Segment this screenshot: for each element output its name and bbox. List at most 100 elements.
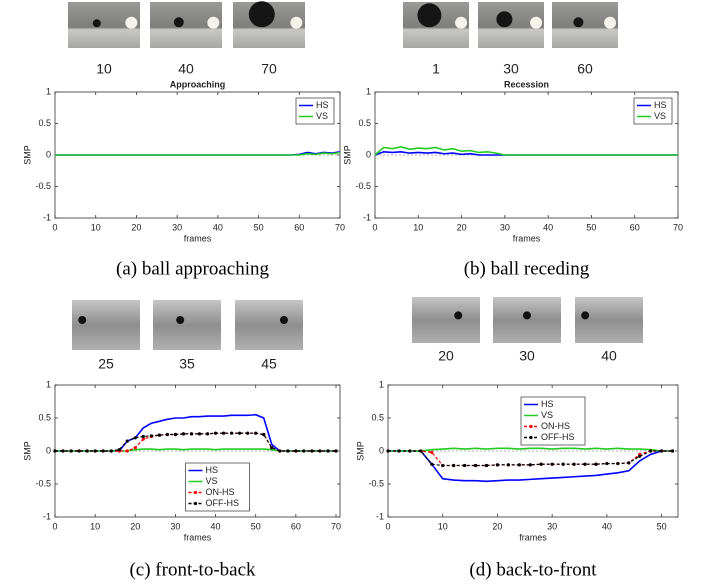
x-tick-label: 50 [254,222,264,232]
y-tick-label: 0 [379,445,384,455]
thumbnail [575,297,643,343]
series-marker [205,432,210,436]
y-tick-label: 0.5 [38,118,51,128]
legend-marker [529,424,533,429]
series-marker [539,462,543,466]
series-marker [605,461,609,466]
thumbnail-ball [92,19,101,28]
series-marker [77,449,81,453]
series-marker [310,449,314,453]
series-marker [230,431,234,435]
legend-label: OFF-HS [541,432,575,442]
series-marker [473,463,478,468]
y-tick-label: 1 [366,86,371,96]
y-tick-label: -0.5 [35,478,51,488]
y-tick-label: 1 [46,86,51,96]
x-tick-label: 10 [91,222,101,232]
legend [633,97,673,125]
series-marker [85,449,89,453]
series-line [374,145,678,156]
caption: (c) front-to-back [129,559,256,580]
series-marker [627,461,631,465]
legend-label: VS [541,410,553,420]
series-line [388,447,673,452]
y-tick-label: 1 [46,379,51,389]
series-marker [270,446,274,450]
thumbnail-ball [523,311,531,320]
series-marker [452,463,456,468]
x-tick-label: 10 [413,222,423,232]
series-marker [583,462,587,466]
legend-label: HS [316,100,329,110]
series-marker [254,431,258,435]
thumbnail [412,297,480,343]
thumbnail-ball [173,17,184,28]
series-marker [141,434,145,439]
thumbnail-ball [573,17,584,28]
legend-marker [193,490,198,495]
x-tick-label: 40 [213,222,223,232]
thumbnail-label: 30 [519,348,535,364]
thumbnail-label: 70 [261,61,277,77]
legend-label: HS [541,399,554,409]
legend-label: VS [654,111,666,121]
series-marker [197,432,202,436]
thumbnail-label: 60 [577,61,593,77]
series-marker [659,449,664,453]
thumbnail-label: 40 [601,348,617,364]
caption: (d) back-to-front [469,559,597,580]
series-marker [173,432,178,437]
legend [295,97,335,125]
x-axis-label: frames [519,532,547,542]
thumbnail-ball [279,316,288,324]
series-marker [133,436,137,440]
chart-title: Recession [504,79,549,89]
y-tick-label: 1 [379,379,384,389]
legend-label: VS [316,111,328,121]
thumbnail [153,300,221,350]
legend-marker [529,435,533,440]
series-marker [463,463,467,468]
series-marker [484,463,489,468]
x-tick-label: 40 [602,521,612,531]
series-marker [238,431,242,435]
thumbnail-ball [454,311,463,320]
x-tick-label: 30 [172,222,182,232]
series-marker [286,449,290,453]
x-tick-label: 10 [90,521,100,531]
series-marker [101,449,105,453]
series-marker [441,463,445,468]
series-marker [109,449,113,453]
legend-marker [193,501,198,506]
series-marker [495,463,500,467]
thumbnail-label: 25 [98,356,114,372]
legend-label: ON-HS [541,421,570,431]
series-marker [141,437,145,441]
thumbnail-light [290,16,303,29]
series-marker [397,449,401,453]
y-tick-label: -1 [376,511,384,521]
thumbnail-label: 30 [503,61,519,77]
x-tick-label: 30 [170,521,180,531]
series-marker [61,449,65,453]
thumbnail-light [604,16,617,29]
series-marker [69,449,73,453]
x-tick-label: 40 [543,222,553,232]
thumbnail-label: 45 [261,356,277,372]
series-marker [165,432,169,437]
series-marker [408,449,412,453]
chart-title: Approaching [170,79,226,89]
y-tick-label: -0.5 [355,181,371,191]
x-tick-label: 0 [385,521,390,531]
y-axis-label: SMP [355,441,365,461]
legend-label: OFF-HS [206,498,240,508]
x-tick-label: 50 [251,521,261,531]
series-marker [133,446,137,450]
y-tick-label: 0 [366,149,371,159]
series-marker [670,449,675,453]
series-marker [181,432,186,436]
y-tick-label: -1 [43,511,51,521]
legend-label: HS [206,465,219,475]
y-tick-label: 0.5 [358,118,371,128]
x-tick-label: 70 [335,222,345,232]
